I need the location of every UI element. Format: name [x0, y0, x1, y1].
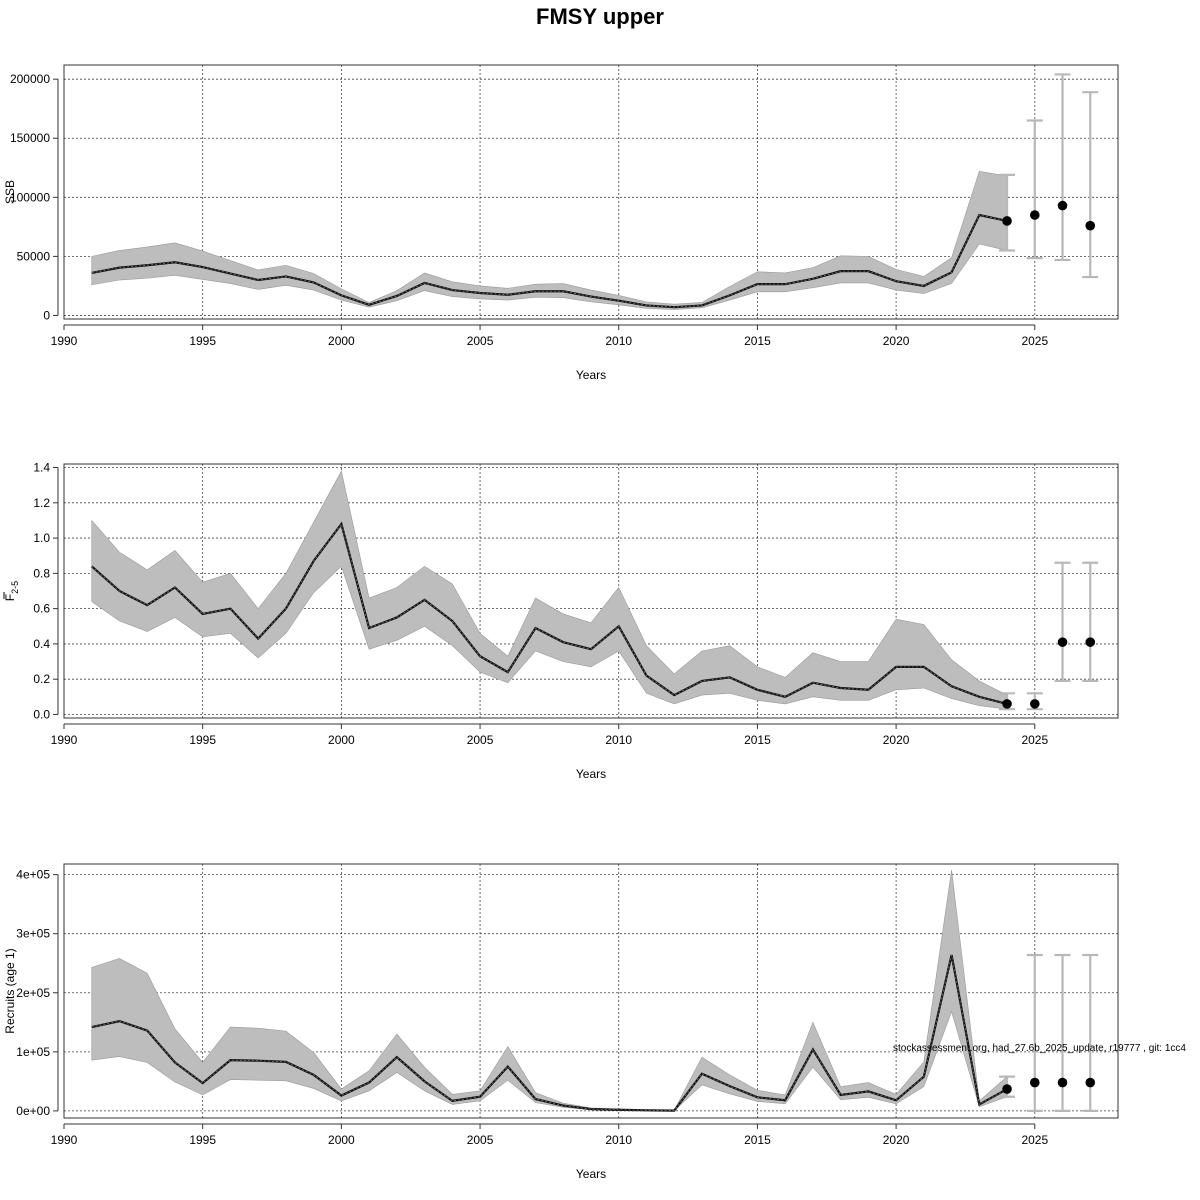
recruits-y-tick-label: 3e+05: [16, 927, 50, 941]
recruits-x-tick-label: 2015: [744, 1133, 771, 1147]
figure-title: FMSY upper: [536, 4, 664, 29]
fbar-y-tick-label: 1.0: [33, 531, 50, 545]
recruits-x-axis: 1990 1995 2000 2005 2010 2015 2020 2025: [51, 1123, 1048, 1147]
fbar-projection-point: [1085, 637, 1096, 647]
recruits-y-axis: 0e+00 1e+05 2e+05 3e+05 4e+05: [16, 868, 59, 1118]
ssb-x-tick-label: 2010: [605, 334, 632, 348]
recruits-y-axis-label: Recruits (age 1): [3, 948, 17, 1033]
fbar-y-tick-label: 1.2: [33, 496, 50, 510]
ssb-y-axis-label: SSB: [3, 180, 17, 204]
fbar-estimate-line-overlay: [91, 523, 1008, 705]
ssb-y-tick-label: 150000: [10, 131, 50, 145]
fbar-y-axis-label: F2-5: [3, 581, 20, 601]
recruits-x-tick-label: 2010: [605, 1133, 632, 1147]
panels: 1990 1995 2000 2005 2010 2015 2020 2025 Years 0 50…: [3, 64, 1186, 1181]
recruits-x-tick-label: 2020: [883, 1133, 910, 1147]
fbar-x-tick-label: 1990: [51, 733, 78, 747]
fbar-x-tick-label: 2005: [467, 733, 494, 747]
ssb-projection-point: [1057, 200, 1068, 211]
recruits-plot-frame: [63, 863, 1119, 1119]
fbar-x-tick-label: 1995: [189, 733, 216, 747]
recruits-y-tick-label: 1e+05: [16, 1045, 50, 1059]
fbar-y-tick-label: 0.6: [33, 602, 50, 616]
ssb-y-tick-label: 200000: [10, 72, 50, 86]
fbar-x-tick-label: 2000: [328, 733, 355, 747]
recruits-y-tick-label: 4e+05: [16, 868, 50, 882]
recruits-y-tick-label: 2e+05: [16, 986, 50, 1000]
fbar-projections: [999, 561, 1099, 711]
ssb-x-axis-label: Years: [576, 368, 606, 382]
recruits-x-tick-label: 2025: [1021, 1133, 1048, 1147]
ssb-x-tick-label: 2020: [883, 334, 910, 348]
fbar-x-tick-label: 2010: [605, 733, 632, 747]
ssb-x-tick-label: 2000: [328, 334, 355, 348]
recruits-y-tick-label: 0e+00: [16, 1104, 50, 1118]
ssb-confidence-band: [91, 170, 1008, 310]
panel-ssb: 1990 1995 2000 2005 2010 2015 2020 2025 Years 0 50…: [3, 64, 1119, 382]
fbar-plot-frame: [63, 463, 1119, 719]
ssb-y-tick-label: 50000: [17, 249, 51, 263]
fbar-x-tick-label: 2025: [1021, 733, 1048, 747]
fbar-y-tick-label: 0.2: [33, 672, 50, 686]
recruits-projection-point: [1057, 1077, 1068, 1088]
fbar-y-axis: 0.0 0.2 0.4 0.6 0.8 1.0 1.2 1.4: [33, 461, 59, 721]
ssb-x-tick-label: 1990: [51, 334, 78, 348]
ssb-projection-point: [1002, 216, 1012, 226]
ssb-x-axis: 1990 1995 2000 2005 2010 2015 2020 2025: [51, 324, 1048, 348]
fbar-x-tick-label: 2015: [744, 733, 771, 747]
ssb-y-axis: 0 50000 100000 150000 200000: [10, 72, 59, 322]
ssb-projection-point: [1085, 220, 1096, 231]
recruits-projection-point: [1002, 1084, 1012, 1094]
fbar-y-tick-label: 0.4: [33, 637, 50, 651]
ssb-y-tick-label: 0: [43, 308, 50, 322]
fbar-projection-point: [1029, 699, 1040, 709]
ssb-x-tick-label: 2015: [744, 334, 771, 348]
recruits-projection-point: [1029, 1077, 1040, 1088]
fbar-x-axis-label: Years: [576, 767, 606, 781]
fbar-projection-point: [1057, 637, 1068, 647]
ssb-plot-frame: [63, 64, 1119, 320]
recruits-x-tick-label: 2005: [467, 1133, 494, 1147]
recruits-estimate-line-overlay: [91, 954, 1008, 1112]
ssb-x-tick-label: 1995: [189, 334, 216, 348]
recruits-x-tick-label: 1990: [51, 1133, 78, 1147]
ssb-x-tick-label: 2025: [1021, 334, 1048, 348]
panel-fbar: 1990 1995 2000 2005 2010 2015 2020 2025 Years 0.0…: [3, 461, 1119, 781]
fbar-y-tick-label: 0.0: [33, 707, 50, 721]
fbar-y-tick-label: 0.8: [33, 566, 50, 580]
fbar-x-tick-label: 2020: [883, 733, 910, 747]
ssb-x-tick-label: 2005: [467, 334, 494, 348]
panel-recruits: 1990 1995 2000 2005 2010 2015 2020 2025 Years 0e+…: [3, 863, 1119, 1181]
recruits-projection-point: [1085, 1077, 1096, 1088]
ssb-estimate-line: [91, 213, 1008, 309]
fbar-x-axis: 1990 1995 2000 2005 2010 2015 2020 2025: [51, 723, 1048, 747]
ssb-projection-point: [1029, 210, 1040, 220]
recruits-projections: [999, 953, 1099, 1113]
ssb-y-tick-label: 100000: [10, 190, 50, 204]
recruits-x-tick-label: 1995: [189, 1133, 216, 1147]
recruits-x-axis-label: Years: [576, 1167, 606, 1181]
recruits-confidence-band: [91, 869, 1008, 1112]
fbar-projection-point: [1002, 699, 1012, 709]
watermark-text: stockassessment.org, had_27.6b_2025_upda…: [893, 1043, 1186, 1054]
recruits-x-tick-label: 2000: [328, 1133, 355, 1147]
fbar-confidence-band: [91, 470, 1008, 710]
fbar-y-axis-label-subscript: 2-5: [10, 581, 20, 594]
ssb-projections: [999, 73, 1099, 279]
fbar-y-tick-label: 1.4: [33, 461, 50, 475]
